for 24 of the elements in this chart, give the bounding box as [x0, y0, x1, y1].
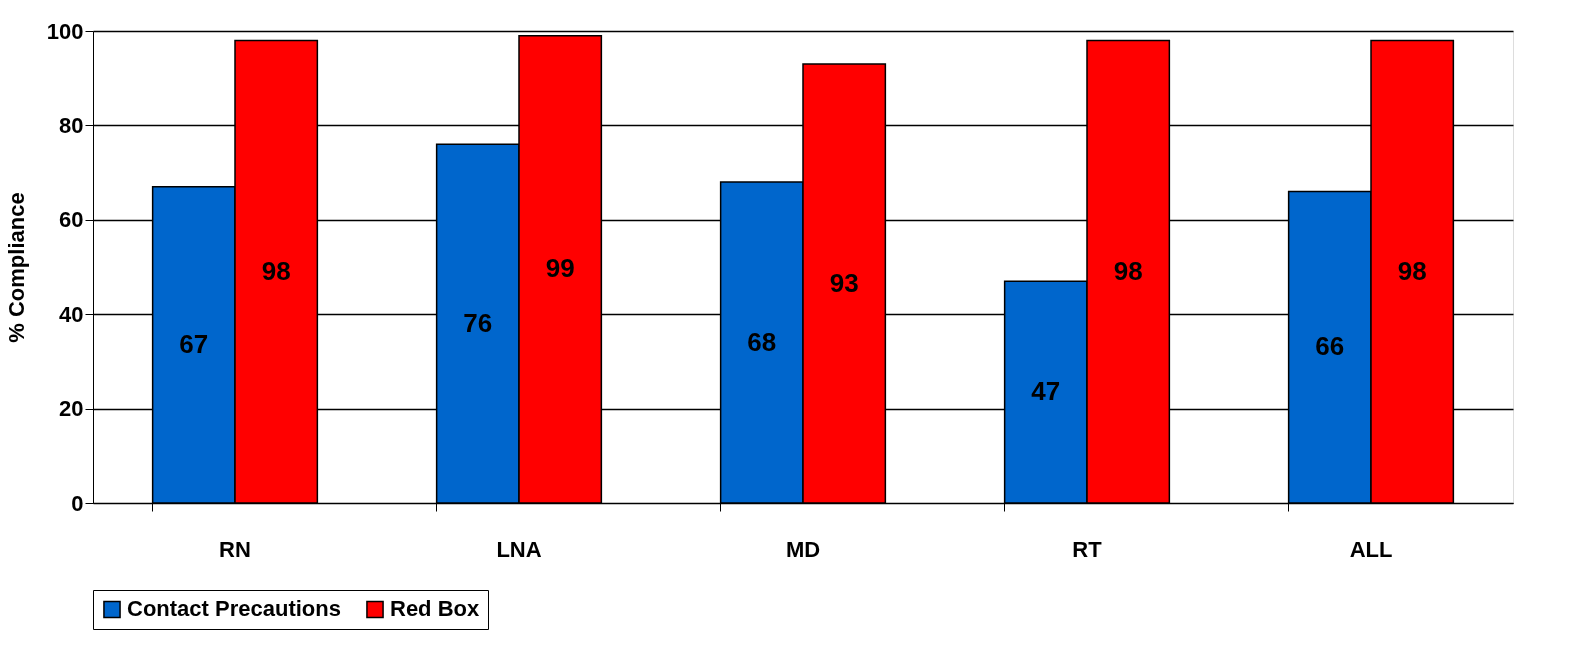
x-tick-label: RT	[1072, 536, 1103, 562]
data-label: 76	[463, 307, 493, 338]
data-label: 66	[1315, 331, 1345, 362]
data-label: 98	[1397, 255, 1427, 286]
data-label: 98	[1113, 255, 1143, 286]
y-tick-label: 20	[59, 396, 84, 422]
legend-label: Contact Precautions	[127, 596, 341, 622]
data-label: 47	[1031, 376, 1061, 407]
y-tick-label: 40	[59, 301, 84, 327]
y-tick-label: 60	[59, 207, 84, 233]
data-label: 99	[545, 253, 575, 284]
x-tick-label: RN	[219, 536, 251, 562]
x-tick-label: ALL	[1349, 536, 1393, 562]
y-axis-title: % Compliance	[3, 192, 29, 343]
data-label: 68	[747, 326, 777, 357]
x-tick-label: MD	[785, 536, 821, 562]
x-tick-label: LNA	[496, 536, 542, 562]
y-tick-label: 0	[71, 490, 84, 516]
y-tick-label: 80	[59, 112, 84, 138]
y-tick-label: 100	[46, 18, 84, 44]
legend-label: Red Box	[390, 596, 480, 622]
data-label: 67	[179, 328, 209, 359]
data-label: 93	[829, 267, 859, 298]
data-label: 98	[261, 255, 291, 286]
